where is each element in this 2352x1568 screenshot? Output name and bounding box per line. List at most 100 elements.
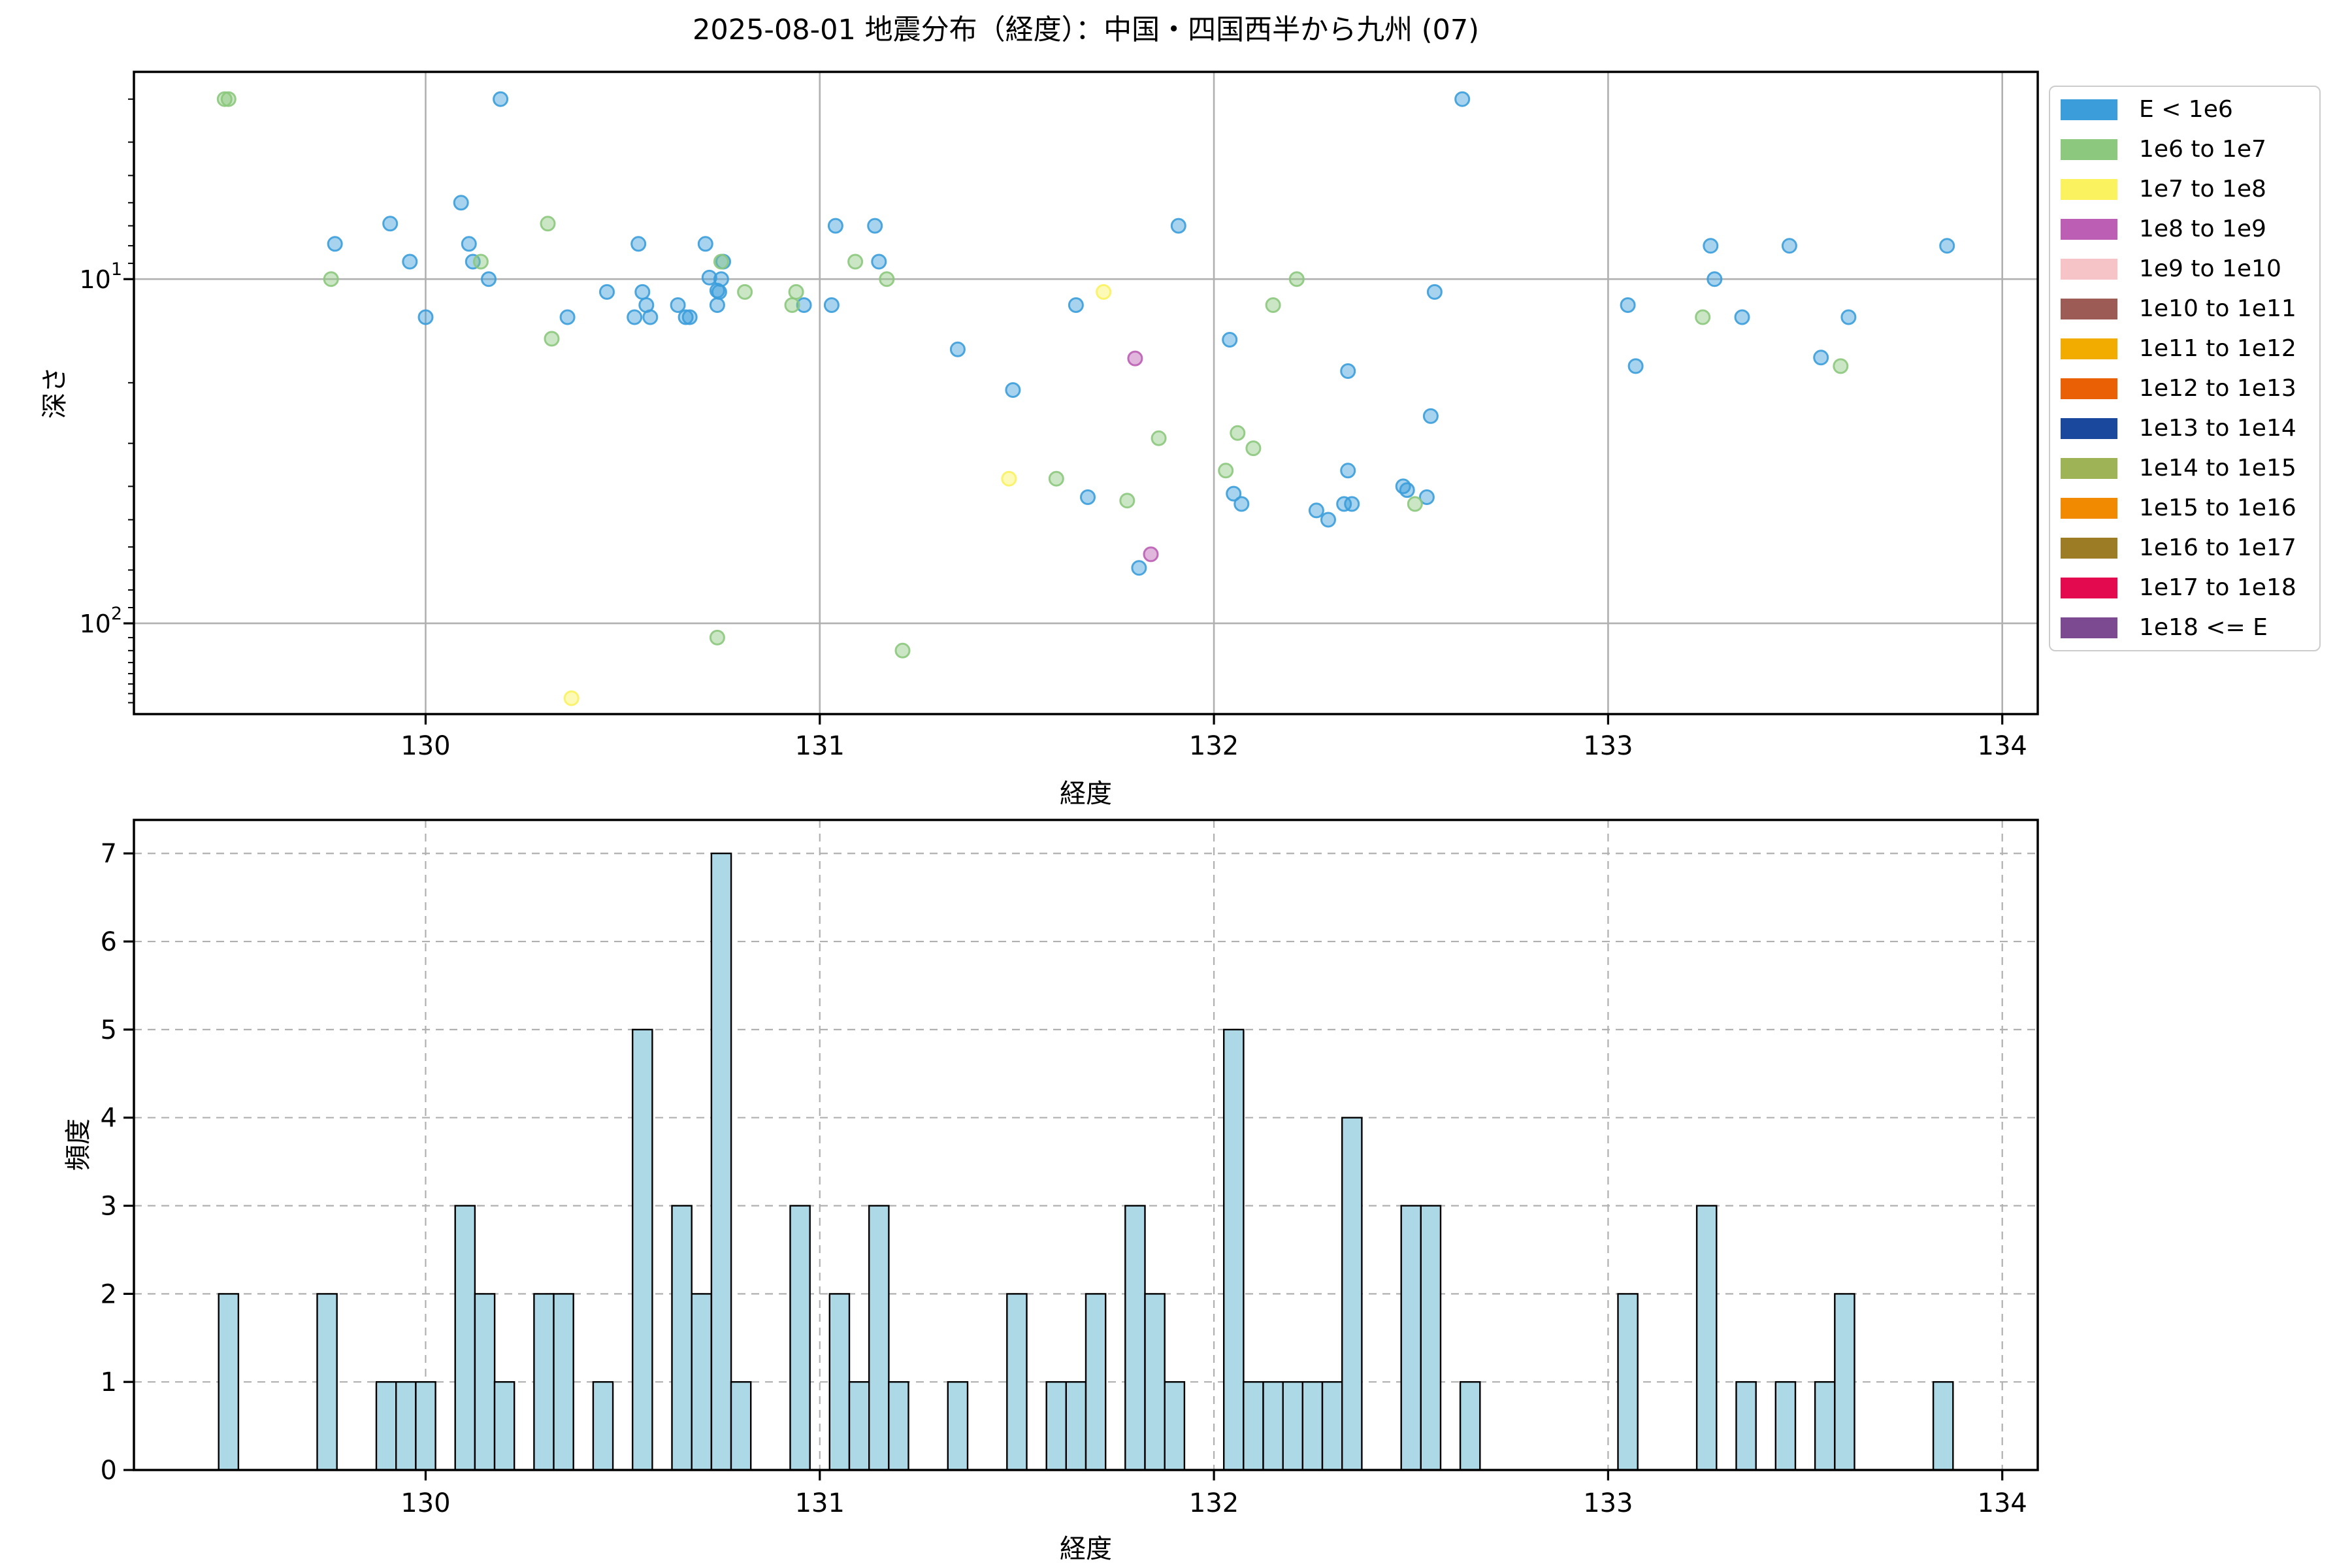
hist-bar [1400, 1205, 1422, 1471]
legend-label: 1e12 to 1e13 [2139, 375, 2296, 402]
scatter-point [1080, 489, 1096, 505]
legend-box: E < 1e6 1e6 to 1e7 1e7 to 1e8 1e8 to 1e9 1e9… [2049, 86, 2321, 651]
hist-bar [789, 1205, 811, 1471]
scatter-point [823, 297, 840, 313]
scatter-point [709, 629, 725, 645]
hist-bar [671, 1205, 693, 1471]
legend-label: 1e11 to 1e12 [2139, 335, 2296, 362]
scatter-y-tick-label: 101 [79, 259, 122, 294]
scatter-point [1418, 489, 1435, 505]
scatter-y-axis-label: 深さ [40, 367, 70, 419]
scatter-point [327, 236, 343, 252]
scatter-point [1265, 297, 1281, 313]
hist-bar [1321, 1380, 1343, 1471]
scatter-point [1340, 463, 1356, 479]
scatter-point [879, 271, 895, 287]
scatter-point [1288, 271, 1305, 287]
scatter-point [630, 236, 647, 252]
legend-swatch [2061, 378, 2117, 399]
legend-item: 1e9 to 1e10 [2061, 255, 2281, 282]
scatter-point [1131, 560, 1147, 576]
hist-x-tick-label: 134 [1978, 1488, 2027, 1518]
legend-label: 1e10 to 1e11 [2139, 295, 2296, 322]
scatter-point [1170, 218, 1186, 234]
hist-x-tick-label: 132 [1189, 1488, 1239, 1518]
scatter-point [670, 297, 686, 313]
scatter-point [847, 253, 864, 270]
scatter-point [402, 253, 418, 270]
legend-label: 1e9 to 1e10 [2139, 255, 2281, 282]
hist-bar [1282, 1380, 1304, 1471]
scatter-point [493, 91, 509, 107]
hist-bar [1262, 1380, 1284, 1471]
scatter-point [1734, 309, 1750, 325]
chart-title: 2025-08-01 地震分布（経度）：中国・四国西半から九州 (07) [693, 14, 1479, 46]
legend-swatch [2061, 538, 2117, 559]
hist-bar [888, 1380, 909, 1471]
scatter-point [1151, 430, 1167, 446]
hist-x-tick-label: 130 [400, 1488, 450, 1518]
legend-swatch [2061, 578, 2117, 598]
hist-x-axis-label: 経度 [1060, 1534, 1112, 1564]
hist-bar [1085, 1293, 1107, 1471]
hist-x-tick-label: 133 [1583, 1488, 1633, 1518]
scatter-point [1001, 470, 1017, 487]
hist-bar [415, 1380, 436, 1471]
scatter-point [544, 331, 560, 347]
scatter-point [1454, 91, 1471, 107]
scatter-point [1320, 512, 1336, 528]
scatter-point [1233, 496, 1250, 512]
scatter-point [713, 253, 729, 270]
hist-bar [1045, 1380, 1068, 1471]
legend-label: 1e16 to 1e17 [2139, 534, 2296, 561]
scatter-point [681, 309, 698, 325]
hist-bar [947, 1380, 969, 1471]
scatter-point [559, 309, 576, 325]
hist-bar [1006, 1293, 1028, 1471]
scatter-point [461, 236, 477, 252]
scatter-point [481, 271, 497, 287]
scatter-point [627, 309, 643, 325]
scatter-point [871, 253, 887, 270]
hist-bar [1617, 1293, 1639, 1471]
hist-bar [474, 1293, 496, 1471]
legend-item: 1e18 <= E [2061, 616, 2268, 640]
hist-bar [691, 1293, 713, 1471]
legend-swatch [2061, 139, 2117, 160]
hist-bar [592, 1380, 614, 1471]
legend-item: 1e10 to 1e11 [2061, 295, 2296, 322]
hist-bar [1222, 1028, 1245, 1471]
scatter-point [1005, 382, 1021, 398]
legend-swatch [2061, 617, 2117, 638]
scatter-point [796, 297, 812, 313]
hist-bar [1124, 1205, 1146, 1471]
legend-swatch [2061, 179, 2117, 200]
scatter-plot-area: 130 131 132 133 134 101 102 [79, 71, 2039, 761]
legend-swatch [2061, 418, 2117, 439]
scatter-point [1068, 297, 1084, 313]
scatter-point [1119, 493, 1135, 509]
scatter-point [1833, 358, 1849, 374]
axes-spine [133, 819, 2039, 1471]
legend-swatch [2061, 259, 2117, 280]
scatter-point [1781, 238, 1797, 254]
hist-bar [1695, 1205, 1718, 1471]
scatter-point [1048, 470, 1064, 487]
hist-bar [218, 1293, 240, 1471]
hist-y-tick-label: 1 [101, 1367, 117, 1397]
hist-bar [1065, 1380, 1087, 1471]
scatter-point [788, 284, 804, 300]
legend-swatch [2061, 99, 2117, 120]
scatter-point [1340, 363, 1356, 379]
scatter-point [737, 284, 753, 300]
hist-bar [1301, 1380, 1324, 1471]
scatter-point [216, 91, 233, 107]
hist-bar [730, 1380, 752, 1471]
legend-swatch [2061, 458, 2117, 479]
legend-item: E < 1e6 [2061, 98, 2233, 122]
legend-swatch [2061, 299, 2117, 319]
axes-spine [133, 71, 2039, 715]
legend-item: 1e12 to 1e13 [2061, 375, 2296, 402]
hist-bar [1774, 1380, 1797, 1471]
